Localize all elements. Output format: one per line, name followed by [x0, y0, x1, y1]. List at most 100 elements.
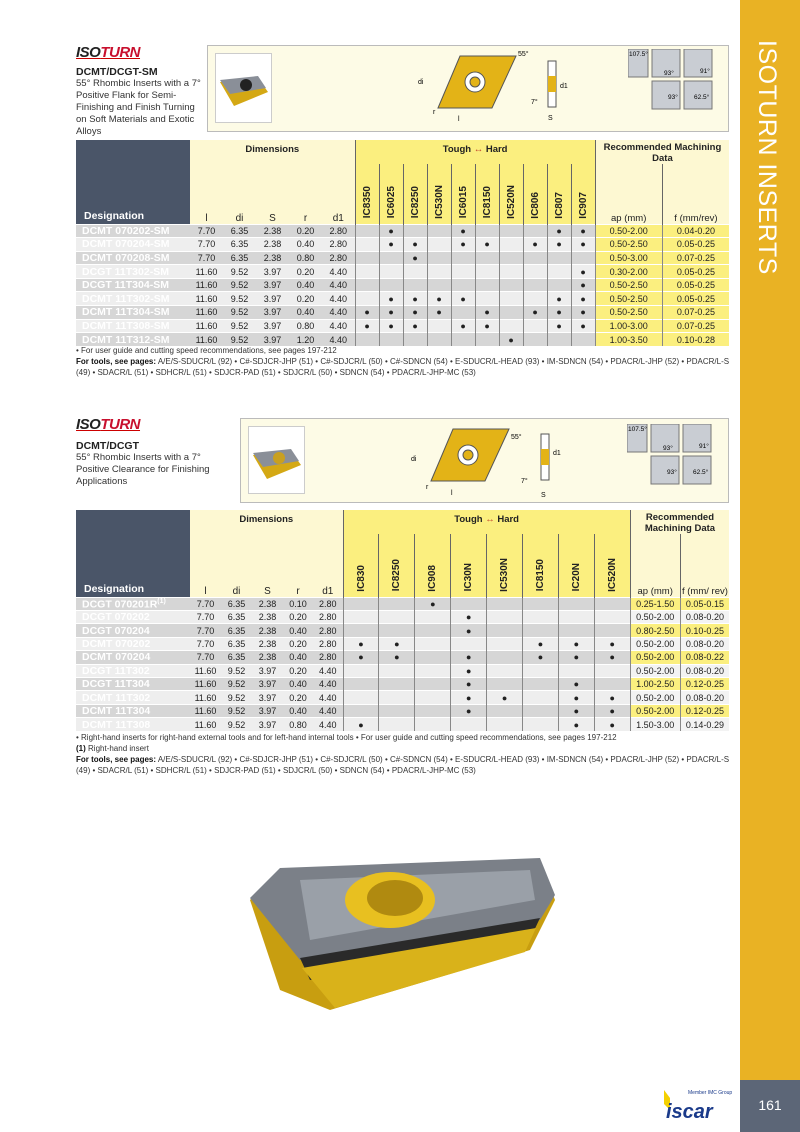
dim-value: 3.97: [256, 291, 289, 306]
grade-available-dot: ●: [378, 291, 404, 306]
table-row[interactable]: DCMT 11T304 11.60 9.52 3.97 0.40 4.40 ● ● ● 0.50-…: [76, 704, 730, 718]
grade-cell: [522, 264, 548, 279]
grade-cell: [414, 677, 451, 691]
grade-cell: [546, 332, 572, 347]
table-row[interactable]: DCGT 11T304 11.60 9.52 3.97 0.40 4.40 ● ● 1.00-2…: [76, 677, 730, 691]
designation: DCGT 11T302-SM: [76, 264, 190, 279]
grade-available-dot: ●: [546, 224, 572, 238]
header-dim-S: S: [252, 534, 283, 597]
dim-value: 2.80: [322, 237, 356, 252]
grade-available-dot: ●: [378, 650, 415, 665]
isoturn-logo: ISOTURN: [76, 416, 141, 433]
grade-label: IC520N: [505, 184, 517, 219]
grade-cell: [557, 664, 595, 678]
table-row[interactable]: DCMT 11T312-SM 11.60 9.52 3.97 1.20 4.40 ● 1.00…: [76, 332, 730, 347]
ap-value: 0.50-2.00: [629, 610, 681, 624]
grade-cell: [486, 610, 523, 624]
dim-value: 7.70: [190, 637, 221, 651]
table-row[interactable]: DCMT 070202-SM 7.70 6.35 2.38 0.20 2.80 ● ● ● ● 0.…: [76, 224, 730, 238]
dim-value: 4.40: [322, 332, 356, 347]
table-row[interactable]: DCMT 11T304-SM 11.60 9.52 3.97 0.40 4.40 ● ● ● ● ●…: [76, 305, 730, 320]
dim-value: 0.20: [289, 224, 322, 238]
table-row[interactable]: DCMT 070204-SM 7.70 6.35 2.38 0.40 2.80 ● ● ● ● ● ●…: [76, 237, 730, 252]
header-grade: IC520N: [593, 534, 631, 597]
table-row[interactable]: DCMT 070204 7.70 6.35 2.38 0.40 2.80 ● ● ● ● ● ● 0.5…: [76, 650, 730, 665]
dim-value: 6.35: [221, 597, 252, 611]
table-row[interactable]: DCGT 070202 7.70 6.35 2.38 0.20 2.80 ● 0.50-2.0…: [76, 610, 730, 624]
grade-cell: [378, 677, 415, 691]
grade-available-dot: ●: [450, 650, 487, 665]
grade-cell: [557, 597, 595, 611]
dim-value: 7.70: [190, 650, 221, 665]
grade-label: IC908: [427, 564, 439, 592]
grade-available-dot: ●: [570, 237, 596, 252]
ap-value: 0.50-2.50: [594, 291, 663, 306]
grade-label: IC530N: [499, 557, 511, 592]
grade-cell: [342, 677, 379, 691]
dim-value: 11.60: [190, 291, 223, 306]
grade-cell: [498, 237, 524, 252]
dim-value: 0.80: [283, 717, 313, 732]
dim-value: 9.52: [223, 319, 256, 333]
grade-cell: [354, 224, 380, 238]
insert-table: Designation Dimensions Tough ↔ Hard Reco…: [76, 510, 730, 732]
table-row[interactable]: DCMT 11T308-SM 11.60 9.52 3.97 0.80 4.40 ● ● ● ● ●…: [76, 319, 730, 333]
grade-cell: [474, 251, 500, 265]
grade-cell: [450, 597, 487, 611]
grade-cell: [414, 610, 451, 624]
side-title: ISOTURN INSERTS: [753, 40, 781, 275]
tough-label: Tough: [442, 144, 472, 155]
grade-cell: [474, 264, 500, 279]
dim-value: 2.38: [252, 637, 283, 651]
ap-value: 0.50-2.00: [629, 650, 681, 665]
table-row[interactable]: DCGT 11T304-SM 11.60 9.52 3.97 0.40 4.40 ● 0.50…: [76, 278, 730, 292]
grade-cell: [426, 332, 452, 347]
dim-value: 6.35: [223, 237, 256, 252]
dim-value: 4.40: [313, 717, 344, 732]
table-row[interactable]: DCMT 11T308 11.60 9.52 3.97 0.80 4.40 ● ● ● 1.50-…: [76, 717, 730, 732]
grade-available-dot: ●: [557, 704, 595, 718]
dim-value: 3.97: [252, 704, 283, 718]
grade-cell: [593, 597, 631, 611]
grade-available-dot: ●: [546, 305, 572, 320]
grade-available-dot: ●: [450, 319, 476, 333]
grade-cell: [522, 664, 559, 678]
grade-cell: [474, 224, 500, 238]
grade-cell: [593, 610, 631, 624]
svg-text:S: S: [548, 115, 553, 122]
grade-label: IC907: [577, 191, 589, 219]
notes-sm: • For user guide and cutting speed recom…: [76, 345, 736, 378]
dim-value: 0.40: [289, 278, 322, 292]
grade-label: IC8350: [361, 186, 373, 219]
table-row[interactable]: DCGT 11T302-SM 11.60 9.52 3.97 0.20 4.40 ● 0.30…: [76, 264, 730, 279]
dim-value: 2.38: [252, 610, 283, 624]
dim-value: 0.20: [289, 264, 322, 279]
table-row[interactable]: DCMT 070208-SM 7.70 6.35 2.38 0.80 2.80 ● 0.50-…: [76, 251, 730, 265]
grade-available-dot: ●: [450, 237, 476, 252]
header-grade: IC807: [546, 164, 572, 224]
dim-value: 2.38: [256, 237, 289, 252]
grade-available-dot: ●: [486, 690, 523, 705]
table-row[interactable]: DCMT 11T302-SM 11.60 9.52 3.97 0.20 4.40 ● ● ● ● ●…: [76, 291, 730, 306]
ap-value: 0.50-2.00: [629, 704, 681, 718]
table-row[interactable]: DCMT 070202 7.70 6.35 2.38 0.20 2.80 ● ● ● ● ● 0.50…: [76, 637, 730, 651]
table-row[interactable]: DCGT 070201R(1) 7.70 6.35 2.38 0.10 2.80 ● 0.25…: [76, 597, 730, 611]
dim-value: 3.97: [256, 278, 289, 292]
header-grade-scale: Tough ↔ Hard: [342, 510, 631, 534]
dim-value: 3.97: [252, 690, 283, 705]
dim-value: 2.80: [322, 251, 356, 265]
footnote: Right-hand insert: [88, 744, 149, 753]
ap-value: 1.00-3.50: [594, 332, 663, 347]
header-grade-scale: Tough ↔ Hard: [354, 140, 596, 164]
designation: DCGT 070201R(1): [76, 597, 190, 611]
table-row[interactable]: DCGT 070204 7.70 6.35 2.38 0.40 2.80 ● 0.80-2.5…: [76, 623, 730, 638]
dim-value: 4.40: [313, 677, 344, 691]
table-row[interactable]: DCGT 11T302 11.60 9.52 3.97 0.20 4.40 ● 0.50-2.…: [76, 664, 730, 678]
header-dim-di: di: [221, 534, 252, 597]
grade-cell: [426, 224, 452, 238]
grade-label: IC530N: [433, 184, 445, 219]
dim-value: 0.40: [283, 650, 313, 665]
table-row[interactable]: DCMT 11T302 11.60 9.52 3.97 0.20 4.40 ● ● ● ● 0.50…: [76, 690, 730, 705]
header-grade: IC6025: [378, 164, 404, 224]
grade-available-dot: ●: [593, 637, 631, 651]
